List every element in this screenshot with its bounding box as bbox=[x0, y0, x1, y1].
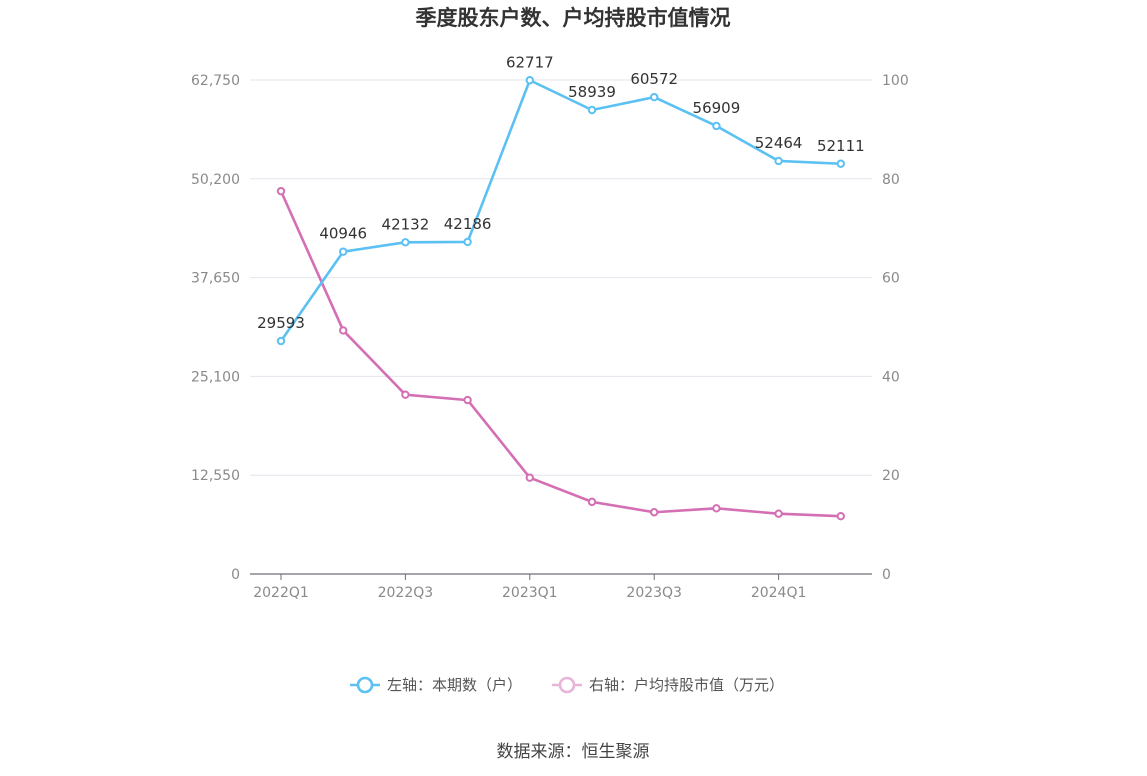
data-point-0 bbox=[712, 121, 721, 131]
data-point-0 bbox=[774, 156, 783, 166]
data-point-1 bbox=[836, 512, 845, 521]
y-left-tick-label: 50,200 bbox=[191, 172, 240, 188]
series-line-1 bbox=[279, 190, 841, 518]
source-note: 数据来源：恒生聚源 bbox=[497, 742, 650, 762]
data-point-0 bbox=[276, 336, 286, 346]
data-label: 42132 bbox=[382, 215, 430, 233]
x-tick-label: 2022Q3 bbox=[378, 585, 434, 601]
x-tick-label: 2022Q1 bbox=[253, 585, 309, 601]
data-label: 58939 bbox=[568, 83, 616, 101]
x-tick-label: 2023Q1 bbox=[502, 585, 558, 601]
y-right-tick-label: 0 bbox=[882, 567, 891, 583]
data-label: 29593 bbox=[257, 314, 305, 332]
data-point-0 bbox=[650, 92, 659, 102]
data-point-0 bbox=[836, 159, 845, 168]
legend-item-0: 左轴：本期数（户） bbox=[350, 676, 522, 694]
axes: 0 0 12,550 20 25,100 40 37,650 60 50,200 80 62,750… bbox=[191, 73, 909, 601]
y-left-tick-label: 37,650 bbox=[191, 271, 240, 287]
data-label: 40946 bbox=[319, 225, 367, 243]
x-tick-label: 2023Q3 bbox=[626, 585, 682, 601]
data-label: 42186 bbox=[444, 215, 492, 233]
legend: 左轴：本期数（户） 右轴：户均持股市值（万元） bbox=[350, 676, 784, 694]
data-label: 62717 bbox=[506, 53, 554, 71]
y-right-tick-label: 20 bbox=[882, 468, 900, 484]
data-point-1 bbox=[525, 473, 534, 482]
data-label: 52111 bbox=[817, 137, 865, 155]
data-label: 56909 bbox=[693, 99, 741, 117]
data-point-0 bbox=[587, 105, 597, 115]
y-left-tick-label: 0 bbox=[231, 567, 240, 583]
data-point-1 bbox=[463, 395, 472, 405]
data-point-1 bbox=[276, 186, 286, 196]
chart-title: 季度股东户数、户均持股市值情况 bbox=[416, 6, 731, 30]
series-line-0 bbox=[279, 78, 841, 342]
data-point-1 bbox=[774, 509, 783, 518]
y-right-tick-label: 40 bbox=[882, 369, 900, 385]
legend-marker bbox=[356, 676, 374, 694]
data-point-0 bbox=[463, 237, 472, 247]
data-point-0 bbox=[339, 247, 348, 256]
data-point-1 bbox=[401, 390, 410, 399]
data-point-0 bbox=[401, 238, 410, 247]
series-layer: 29593 40946 42132 42186 62717 58939 60572 56909… bbox=[257, 53, 865, 521]
legend-label: 右轴：户均持股市值（万元） bbox=[589, 676, 784, 694]
legend-marker bbox=[558, 676, 576, 694]
grid-lines bbox=[250, 79, 872, 476]
y-right-tick-label: 60 bbox=[882, 271, 900, 287]
y-left-tick-label: 12,550 bbox=[191, 468, 240, 484]
legend-item-1: 右轴：户均持股市值（万元） bbox=[552, 676, 784, 694]
y-right-tick-label: 80 bbox=[882, 172, 900, 188]
y-left-tick-label: 62,750 bbox=[191, 73, 240, 89]
y-left-tick-label: 25,100 bbox=[191, 369, 240, 385]
y-right-tick-label: 100 bbox=[882, 73, 909, 89]
legend-label: 左轴：本期数（户） bbox=[387, 676, 522, 694]
data-label: 52464 bbox=[755, 134, 803, 152]
data-point-1 bbox=[339, 326, 348, 335]
data-point-1 bbox=[712, 504, 721, 513]
x-tick-label: 2024Q1 bbox=[751, 585, 807, 601]
data-point-1 bbox=[587, 497, 597, 507]
data-point-1 bbox=[650, 508, 659, 517]
data-point-0 bbox=[525, 76, 534, 85]
data-label: 60572 bbox=[630, 70, 678, 88]
